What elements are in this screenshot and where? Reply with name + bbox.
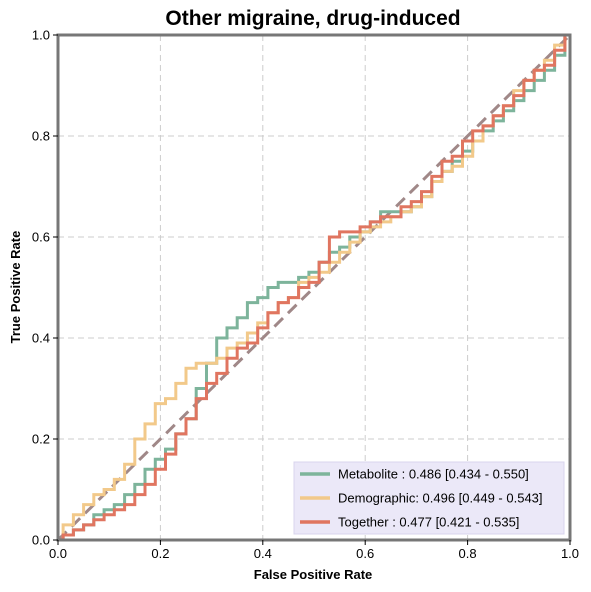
y-tick-label: 0.6: [32, 230, 50, 245]
diagonal-reference: [56, 33, 572, 542]
series-lines: [58, 33, 570, 542]
x-tick-label: 1.0: [561, 546, 579, 561]
series-line-together: [58, 33, 570, 542]
y-tick-label: 0.2: [32, 432, 50, 447]
legend-label-demographic: Demographic: 0.496 [0.449 - 0.543]: [338, 491, 543, 506]
y-axis-label: True Positive Rate: [8, 231, 23, 344]
y-tick-label: 1.0: [32, 28, 50, 43]
x-axis-ticks: 0.0 0.2 0.4 0.6 0.8 1.0: [49, 540, 579, 561]
y-tick-label: 0.4: [32, 331, 50, 346]
legend-label-together: Together : 0.477 [0.421 - 0.535]: [338, 515, 519, 530]
x-tick-label: 0.0: [49, 546, 67, 561]
x-tick-label: 0.4: [254, 546, 272, 561]
x-tick-label: 0.8: [459, 546, 477, 561]
legend-label-metabolite: Metabolite : 0.486 [0.434 - 0.550]: [338, 467, 529, 482]
y-tick-label: 0.8: [32, 129, 50, 144]
series-line-metabolite: [58, 33, 570, 542]
x-tick-label: 0.6: [356, 546, 374, 561]
legend-box: [293, 461, 565, 535]
plot-frame: [56, 33, 572, 542]
chart-title: Other migraine, drug-induced: [165, 7, 460, 30]
grid-lines: [58, 35, 570, 540]
y-tick-label: 0.0: [32, 533, 50, 548]
diagonal-line: [56, 33, 572, 542]
y-axis-ticks: 0.0 0.2 0.4 0.6 0.8 1.0: [32, 28, 58, 548]
x-axis-label: False Positive Rate: [254, 567, 373, 582]
legend: Metabolite : 0.486 [0.434 - 0.550] Demogr…: [293, 461, 565, 535]
x-tick-label: 0.2: [151, 546, 169, 561]
